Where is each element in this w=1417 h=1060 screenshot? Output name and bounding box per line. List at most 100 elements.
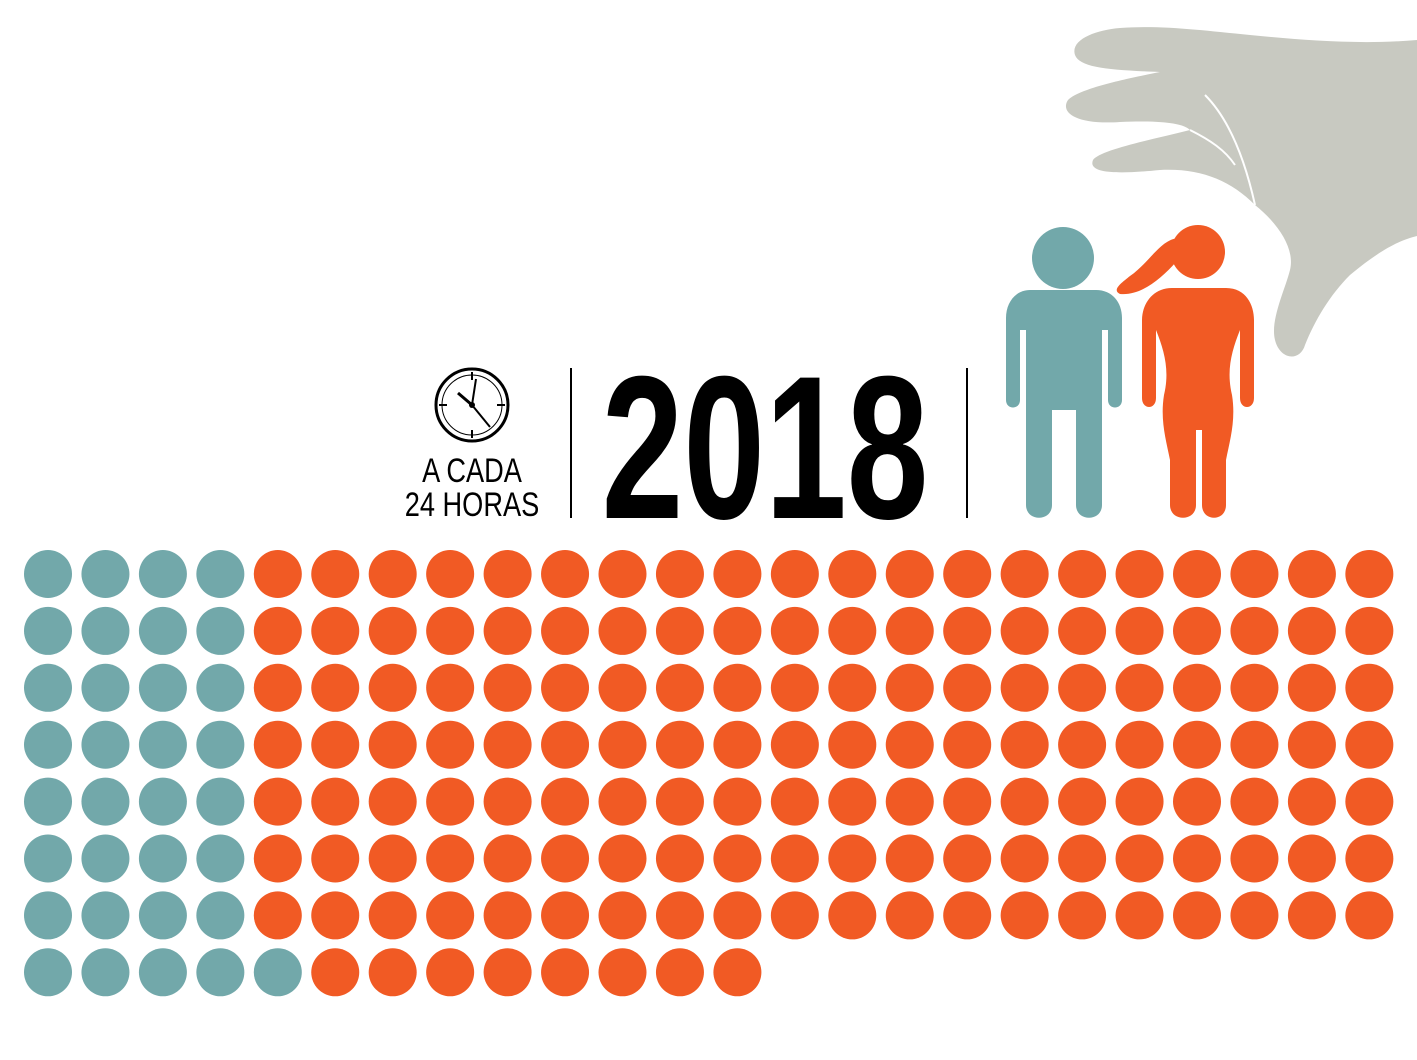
dot — [598, 663, 647, 712]
dot — [483, 663, 532, 712]
dot — [81, 777, 130, 826]
dot — [81, 834, 130, 883]
dot — [311, 834, 360, 883]
dot — [713, 606, 762, 655]
dot — [368, 777, 417, 826]
dot — [196, 663, 245, 712]
dot — [81, 550, 130, 598]
dot — [541, 948, 590, 997]
dot — [1058, 720, 1107, 769]
dot — [311, 948, 360, 997]
dot — [138, 606, 187, 655]
dot — [368, 550, 417, 598]
dot — [426, 948, 475, 997]
dot — [253, 948, 302, 997]
dot — [368, 606, 417, 655]
dot — [253, 777, 302, 826]
dot — [426, 663, 475, 712]
dot — [541, 834, 590, 883]
dot — [426, 777, 475, 826]
dot — [81, 606, 130, 655]
woman-icon — [1116, 225, 1254, 518]
dot — [655, 663, 704, 712]
hand-detail — [1189, 94, 1256, 206]
dot — [713, 834, 762, 883]
dot — [138, 663, 187, 712]
dot — [1345, 777, 1394, 826]
dot — [943, 834, 992, 883]
dot — [1115, 663, 1164, 712]
dot — [1000, 891, 1049, 940]
dot — [541, 891, 590, 940]
dot — [541, 720, 590, 769]
dot — [598, 834, 647, 883]
dot — [655, 948, 704, 997]
dot — [1287, 891, 1336, 940]
dot — [138, 834, 187, 883]
dot — [598, 606, 647, 655]
dot — [1345, 663, 1394, 712]
dot — [885, 891, 934, 940]
dot — [1115, 777, 1164, 826]
dot — [655, 891, 704, 940]
dot — [1000, 606, 1049, 655]
dot — [483, 891, 532, 940]
dot — [24, 948, 72, 997]
dot — [1000, 720, 1049, 769]
dot — [770, 891, 819, 940]
dot — [426, 891, 475, 940]
dot — [368, 891, 417, 940]
dot — [1230, 663, 1279, 712]
dot — [1058, 891, 1107, 940]
dot — [311, 663, 360, 712]
dot — [24, 834, 72, 883]
dot — [1345, 550, 1394, 598]
dot — [713, 777, 762, 826]
dot — [1345, 891, 1394, 940]
dot — [1058, 834, 1107, 883]
dot — [541, 606, 590, 655]
dot — [1000, 663, 1049, 712]
dot — [713, 891, 762, 940]
dot — [943, 720, 992, 769]
dot — [483, 606, 532, 655]
dot — [368, 720, 417, 769]
dot — [655, 834, 704, 883]
dot — [770, 777, 819, 826]
dot — [253, 834, 302, 883]
dot — [1115, 720, 1164, 769]
dot — [138, 720, 187, 769]
dot — [1287, 663, 1336, 712]
dot — [311, 777, 360, 826]
dot — [1173, 663, 1221, 712]
dot — [713, 663, 762, 712]
dot — [885, 663, 934, 712]
dot — [713, 720, 762, 769]
dot — [770, 720, 819, 769]
dot — [81, 663, 130, 712]
dot — [368, 948, 417, 997]
dot — [196, 777, 245, 826]
dot — [483, 948, 532, 997]
dot — [943, 550, 992, 598]
dot — [24, 777, 72, 826]
dot — [655, 777, 704, 826]
dot — [598, 550, 647, 598]
dot — [81, 948, 130, 997]
dot — [713, 550, 762, 598]
dot — [1345, 834, 1394, 883]
dot — [1000, 550, 1049, 598]
dot — [1058, 606, 1107, 655]
dot — [483, 777, 532, 826]
dot — [655, 606, 704, 655]
dot — [253, 663, 302, 712]
dot — [426, 606, 475, 655]
dot — [1287, 834, 1336, 883]
dot — [943, 777, 992, 826]
dot — [311, 891, 360, 940]
dot — [770, 606, 819, 655]
dot — [311, 606, 360, 655]
dot — [1230, 606, 1279, 655]
dot — [655, 550, 704, 598]
